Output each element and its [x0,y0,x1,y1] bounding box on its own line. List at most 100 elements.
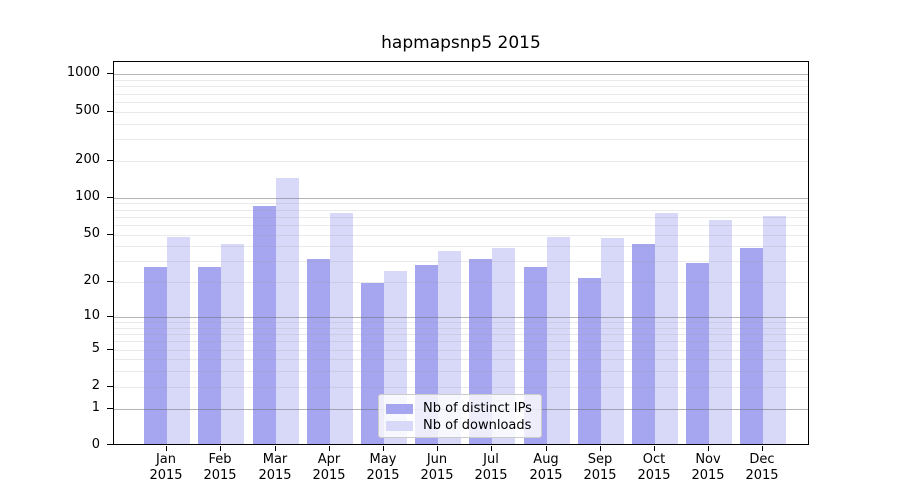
gridline-minor-200 [114,161,808,162]
x-label-year-nov: 2015 [691,468,725,483]
chart-title: hapmapsnp5 2015 [381,33,541,53]
x-label-year-may: 2015 [366,468,400,483]
x-tick-oct [654,446,655,451]
bar-nov-downloads [709,220,733,444]
bar-apr-distinct-ips [306,259,330,444]
x-label-year-jun: 2015 [420,468,454,483]
x-label-month-dec: Dec [749,452,775,467]
gridline-minor-50 [114,235,808,236]
y-tick-20 [107,281,113,282]
y-tick-label-50: 50 [83,226,100,241]
gridline-minor-5 [114,350,808,351]
gridline-minor-2 [114,387,808,388]
bar-apr-downloads [329,212,353,444]
x-label-year-aug: 2015 [529,468,563,483]
x-tick-label-oct: Oct 2015 [622,452,686,484]
x-label-month-mar: Mar [262,452,288,467]
x-tick-may [383,446,384,451]
bar-dec-downloads [763,216,787,444]
y-tick-label-20: 20 [83,273,100,288]
y-tick-1 [107,408,113,409]
bar-mar-downloads [275,177,299,444]
legend-item-downloads: Nb of downloads [386,417,533,434]
gridline-minor-3 [114,371,808,372]
gridline-minor-500 [114,112,808,113]
x-label-month-sep: Sep [587,452,613,467]
x-tick-label-jan: Jan 2015 [134,452,198,484]
x-tick-label-sep: Sep 2015 [568,452,632,484]
y-tick-label-200: 200 [75,152,100,167]
plot-area [113,61,809,445]
gridline-minor-6 [114,341,808,342]
y-tick-label-0: 0 [91,437,100,452]
gridline-major-1000 [114,74,808,75]
x-tick-sep [600,446,601,451]
x-label-year-jan: 2015 [149,468,183,483]
x-tick-label-apr: Apr 2015 [297,452,361,484]
gridline-minor-80 [114,210,808,211]
x-tick-aug [546,446,547,451]
gridline-minor-40 [114,246,808,247]
bar-jan-downloads [167,236,191,444]
bar-aug-downloads [546,236,570,444]
gridline-minor-700 [114,94,808,95]
y-tick-0 [107,444,113,445]
x-label-month-jan: Jan [155,452,177,467]
x-tick-label-nov: Nov 2015 [676,452,740,484]
x-tick-apr [329,446,330,451]
x-label-month-nov: Nov [695,452,721,467]
y-tick-label-1000: 1000 [66,65,100,80]
gridline-minor-9 [114,322,808,323]
bar-sep-downloads [600,238,624,444]
bar-mar-distinct-ips [252,206,276,444]
legend-item-distinct-ips: Nb of distinct IPs [386,400,533,417]
downloads-swatch [386,420,413,431]
x-tick-label-may: May 2015 [351,452,415,484]
x-tick-label-feb: Feb 2015 [188,452,252,484]
y-tick-500 [107,111,113,112]
y-tick-200 [107,160,113,161]
distinct-ips-swatch [386,403,413,414]
y-tick-label-500: 500 [75,103,100,118]
y-tick-100 [107,197,113,198]
gridlines [114,62,808,444]
x-label-year-dec: 2015 [745,468,779,483]
x-tick-nov [708,446,709,451]
x-label-year-feb: 2015 [203,468,237,483]
legend: Nb of distinct IPs Nb of downloads [378,394,542,438]
gridline-minor-30 [114,261,808,262]
x-tick-label-jul: Jul 2015 [459,452,523,484]
gridline-minor-90 [114,203,808,204]
bar-feb-downloads [221,244,245,444]
x-tick-jun [437,446,438,451]
x-tick-label-mar: Mar 2015 [243,452,307,484]
x-label-year-jul: 2015 [474,468,508,483]
x-label-month-aug: Aug [533,452,559,467]
gridline-minor-20 [114,282,808,283]
x-label-year-apr: 2015 [312,468,346,483]
gridline-major-100 [114,198,808,199]
x-label-month-jul: Jul [483,452,499,467]
bar-dec-distinct-ips [740,248,764,444]
x-tick-label-dec: Dec 2015 [730,452,794,484]
x-tick-label-aug: Aug 2015 [514,452,578,484]
x-tick-mar [275,446,276,451]
y-tick-label-5: 5 [91,341,100,356]
gridline-minor-7 [114,334,808,335]
bar-nov-distinct-ips [686,262,710,444]
x-tick-jul [491,446,492,451]
x-label-year-mar: 2015 [258,468,292,483]
y-tick-label-10: 10 [83,308,100,323]
bar-oct-distinct-ips [632,244,655,444]
x-label-year-sep: 2015 [583,468,617,483]
bar-feb-distinct-ips [198,266,222,444]
y-tick-5 [107,349,113,350]
legend-label-distinct-ips: Nb of distinct IPs [423,401,532,416]
gridline-minor-70 [114,217,808,218]
x-label-month-apr: Apr [317,452,341,467]
gridline-minor-4 [114,359,808,360]
gridline-minor-8 [114,328,808,329]
gridline-minor-800 [114,86,808,87]
bar-jan-distinct-ips [144,266,168,444]
